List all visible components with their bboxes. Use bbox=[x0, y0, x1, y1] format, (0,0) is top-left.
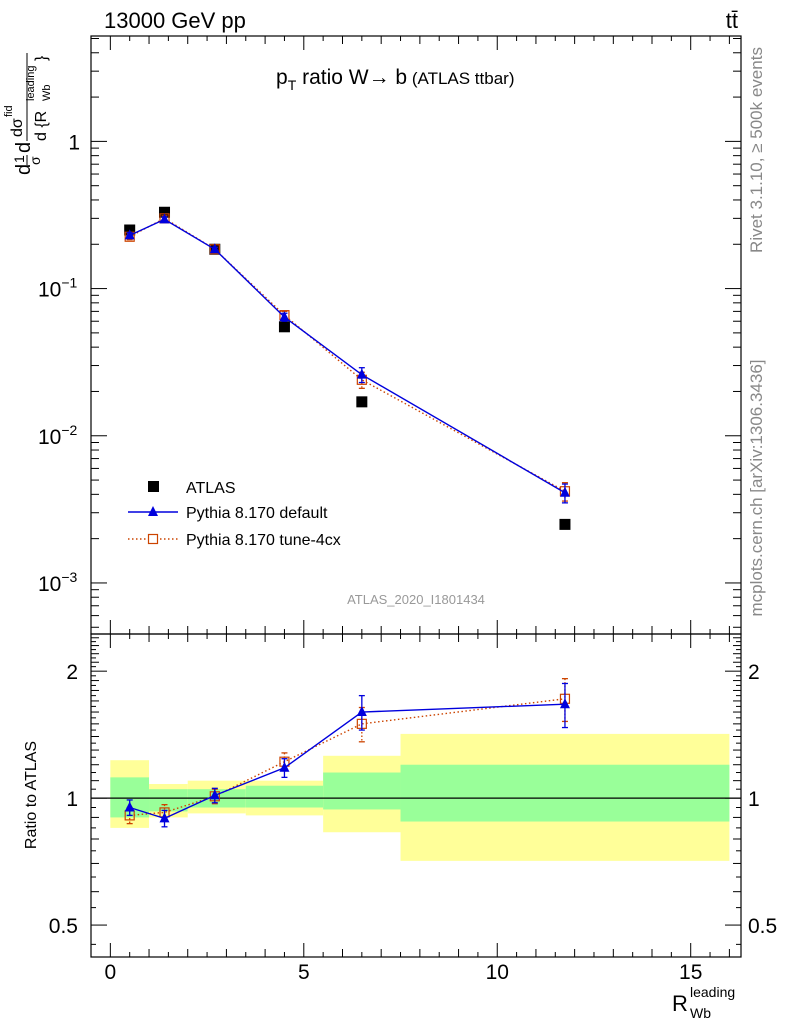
ratio-tune4cx-line bbox=[129, 698, 566, 817]
svg-text:d: d bbox=[13, 164, 35, 175]
legend-default-label: Pythia 8.170 default bbox=[186, 505, 328, 522]
pythia-default-point bbox=[159, 213, 170, 224]
energy-label: 13000 GeV pp bbox=[104, 8, 246, 33]
y-tick-label-right: 1 bbox=[748, 788, 760, 811]
mcplots-label: mcplots.cern.ch [arXiv:1306.3436] bbox=[747, 359, 766, 616]
legend-atlas-marker bbox=[148, 481, 159, 492]
ratio-ylabel: Ratio to ATLAS bbox=[23, 741, 40, 849]
y-tick-label-right: 0.5 bbox=[748, 915, 777, 938]
pythia-default-point bbox=[124, 229, 135, 240]
svg-text:σ: σ bbox=[27, 156, 43, 165]
ratio-pythia-default-point bbox=[279, 761, 290, 772]
svg-text:}: } bbox=[33, 55, 50, 61]
legend-default-marker bbox=[148, 506, 158, 516]
svg-text:dσ: dσ bbox=[9, 118, 26, 137]
x-tick-label: 15 bbox=[679, 961, 702, 984]
ratio-series-layer bbox=[124, 677, 571, 828]
ratio-pythia-default-line bbox=[129, 703, 565, 820]
analysis-watermark: ATLAS_2020_I1801434 bbox=[347, 592, 485, 607]
svg-text:1: 1 bbox=[11, 155, 27, 163]
legend: ATLAS Pythia 8.170 default Pythia 8.170 … bbox=[128, 480, 341, 549]
process-label: tt̄ bbox=[726, 8, 738, 33]
x-tick-label: 0 bbox=[105, 961, 117, 984]
legend-tune-label: Pythia 8.170 tune-4cx bbox=[186, 532, 341, 549]
legend-atlas-label: ATLAS bbox=[186, 480, 236, 497]
ratio-frame bbox=[90, 633, 742, 958]
y-tick-label: 10−1 bbox=[38, 275, 78, 302]
atlas-data-point bbox=[159, 206, 171, 218]
ratio-pythia-default-point bbox=[124, 801, 135, 812]
atlas-data-point bbox=[356, 396, 368, 408]
tune4cx-line bbox=[129, 217, 566, 492]
ratio-bands-layer bbox=[91, 733, 741, 861]
svg-text:d {R: d {R bbox=[33, 111, 50, 141]
y-tick-label: 1 bbox=[68, 131, 80, 154]
svg-text:leading: leading bbox=[25, 66, 37, 101]
legend-tune-marker bbox=[147, 533, 159, 545]
pythia-default-line bbox=[129, 218, 566, 494]
pythia-default-point bbox=[559, 486, 570, 497]
y-tick-label-right: 2 bbox=[748, 661, 760, 684]
x-tick-label: 10 bbox=[486, 961, 509, 984]
atlas-data-point bbox=[559, 518, 571, 530]
y-tick-label: 0.5 bbox=[49, 915, 78, 938]
atlas-data-point bbox=[278, 321, 290, 333]
svg-text:d: d bbox=[13, 142, 35, 153]
uncertainty-band-inner bbox=[149, 789, 188, 812]
ratio-ticks: 0.5 0.5 1 1 2 2 0 5 10 15 bbox=[49, 634, 777, 984]
uncertainty-band-inner bbox=[245, 785, 324, 808]
pythia-default-point bbox=[356, 368, 367, 379]
main-ylabel: d 1 σ d dσ fid d {R leading Wb } bbox=[3, 53, 53, 175]
rivet-label: Rivet 3.1.10, ≥ 500k events bbox=[747, 47, 766, 253]
pythia-default-point bbox=[209, 243, 220, 254]
y-tick-label: 10−2 bbox=[38, 422, 78, 449]
uncertainty-band-inner bbox=[400, 764, 730, 822]
y-tick-label: 2 bbox=[66, 661, 78, 684]
chart-title: pT ratio W→ b (ATLAS ttbar) bbox=[276, 66, 515, 93]
uncertainty-band-inner bbox=[323, 772, 401, 810]
main-ticks: 10−3 10−2 10−1 1 bbox=[38, 36, 741, 634]
x-tick-label: 5 bbox=[298, 961, 310, 984]
main-series-layer bbox=[124, 206, 571, 530]
ratio-pythia-default-point bbox=[209, 789, 220, 800]
ratio-pythia-default-point bbox=[356, 706, 367, 717]
main-panel: 10−3 10−2 10−1 1 pT ratio W→ b (ATLAS ttbar… bbox=[3, 35, 742, 635]
ratio-pythia-default-point bbox=[159, 812, 170, 823]
svg-text:fid: fid bbox=[3, 105, 15, 117]
pythia-default-point bbox=[279, 311, 290, 322]
ratio-pythia-default-point bbox=[559, 698, 570, 709]
svg-text:Wb: Wb bbox=[41, 85, 53, 102]
y-tick-label: 1 bbox=[66, 788, 78, 811]
y-tick-label: 10−3 bbox=[38, 569, 78, 596]
